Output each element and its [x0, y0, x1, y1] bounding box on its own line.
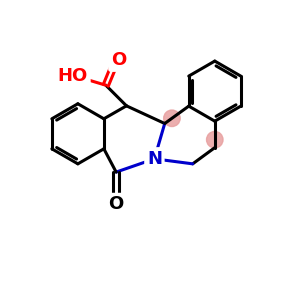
Text: N: N: [147, 150, 162, 168]
Text: O: O: [109, 196, 124, 214]
Circle shape: [206, 131, 223, 148]
Text: HO: HO: [58, 68, 88, 85]
Text: O: O: [111, 51, 126, 69]
Circle shape: [164, 110, 180, 127]
